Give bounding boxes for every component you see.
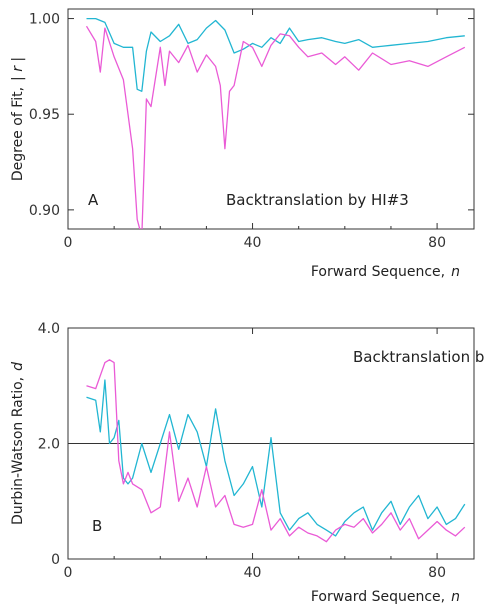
y-tick-label: 0 [51, 552, 60, 568]
y-tick-label: 2.0 [38, 437, 60, 453]
panel-b: 0 2.0 4.0 0 40 80 Backtranslation by HI#3 B Forw… [10, 321, 484, 605]
y-tick-label: 0.95 [29, 107, 60, 123]
y-axis-label: Durbin-Watson Ratio, d [10, 362, 26, 525]
x-axis-variable: n [451, 264, 460, 280]
panel-a: 0.90 0.95 1.00 0 40 80 Backtranslation by HI#3… [10, 8, 475, 280]
x-tick-label: 80 [428, 565, 446, 581]
y-tick-label: 1.00 [29, 12, 60, 28]
annotation-text: Backtranslation by HI#3 [353, 348, 484, 366]
series-line-1 [86, 379, 466, 537]
annotation-text: Backtranslation by HI#3 [226, 191, 409, 209]
x-tick-label: 0 [64, 235, 73, 251]
y-tick-label: 4.0 [38, 321, 60, 337]
y-axis-label: Degree of Fit, | r | [10, 57, 26, 181]
y-axis-label-text: Degree of Fit, [10, 87, 26, 181]
series-line-1 [86, 17, 465, 92]
panel-label: B [92, 517, 102, 535]
x-axis-variable: n [451, 589, 460, 605]
x-axis-label: Forward Sequence, n [311, 264, 460, 280]
panel-label: A [88, 191, 99, 209]
x-axis-label-text: Forward Sequence, [311, 589, 445, 605]
x-axis-label-text: Forward Sequence, [311, 264, 445, 280]
plot-frame [67, 8, 475, 230]
y-tick-label: 0.90 [29, 203, 60, 219]
y-axis-variable: | r | [10, 57, 26, 81]
x-axis-label: Forward Sequence, n [311, 589, 460, 605]
x-tick-label: 0 [64, 565, 73, 581]
y-axis-variable: d [10, 362, 26, 371]
x-tick-label: 40 [244, 235, 262, 251]
x-tick-label: 40 [244, 565, 262, 581]
series-line-2 [85, 25, 466, 229]
series-line-2 [86, 359, 466, 543]
x-tick-label: 80 [428, 235, 446, 251]
y-axis-label-text: Durbin-Watson Ratio, [10, 377, 26, 525]
